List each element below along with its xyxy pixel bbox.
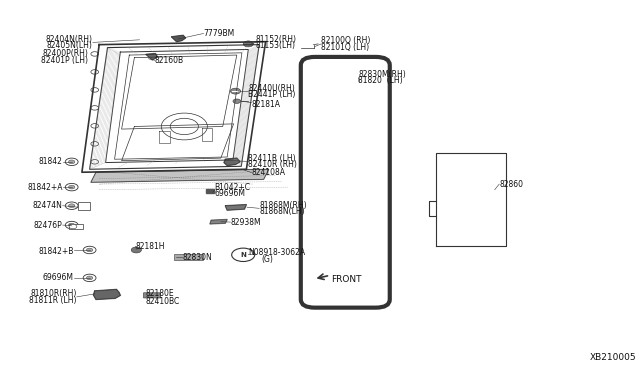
Circle shape (91, 106, 99, 110)
Text: 82410R (RH): 82410R (RH) (248, 160, 297, 169)
Circle shape (233, 99, 241, 103)
Polygon shape (210, 219, 227, 224)
Text: 82404N(RH): 82404N(RH) (46, 35, 93, 44)
Circle shape (83, 246, 96, 254)
Circle shape (86, 248, 93, 252)
Text: 81842+A: 81842+A (28, 183, 63, 192)
Text: 7779BM: 7779BM (204, 29, 235, 38)
Circle shape (86, 276, 93, 280)
Text: N: N (240, 252, 246, 258)
Circle shape (91, 160, 99, 164)
Polygon shape (225, 205, 246, 210)
Text: 82830M(RH): 82830M(RH) (358, 70, 406, 79)
Text: 82181H: 82181H (136, 242, 165, 251)
Text: 82830N: 82830N (182, 253, 212, 262)
Text: 82476P: 82476P (34, 221, 63, 230)
Text: 82100Q (RH): 82100Q (RH) (321, 36, 371, 45)
Circle shape (68, 160, 75, 164)
Text: 81868N(LH): 81868N(LH) (259, 207, 305, 216)
Circle shape (83, 274, 96, 282)
Text: 82405N(LH): 82405N(LH) (47, 41, 93, 50)
Circle shape (68, 204, 75, 208)
Text: 82474N: 82474N (33, 201, 63, 210)
Text: 82160B: 82160B (155, 56, 184, 65)
Text: 82401P (LH): 82401P (LH) (42, 56, 88, 65)
Circle shape (91, 88, 99, 92)
Text: 82400P(RH): 82400P(RH) (42, 49, 88, 58)
Text: 81842+B: 81842+B (38, 247, 74, 256)
Text: 81152(RH): 81152(RH) (256, 35, 297, 44)
Polygon shape (93, 289, 120, 299)
Text: (G): (G) (261, 255, 273, 264)
Text: XB210005: XB210005 (590, 353, 637, 362)
Text: N08918-3062A: N08918-3062A (248, 248, 305, 257)
Circle shape (65, 221, 78, 229)
Polygon shape (172, 35, 186, 42)
Circle shape (91, 142, 99, 146)
Circle shape (91, 52, 99, 56)
Text: 81810R(RH): 81810R(RH) (31, 289, 77, 298)
Text: 82411R (LH): 82411R (LH) (248, 154, 296, 163)
FancyBboxPatch shape (174, 254, 203, 260)
Text: 82101Q (LH): 82101Q (LH) (321, 43, 369, 52)
Text: 82410BC: 82410BC (146, 297, 180, 306)
Text: 69696M: 69696M (214, 189, 245, 198)
Text: FRONT: FRONT (332, 275, 362, 284)
Text: 82860: 82860 (499, 180, 524, 189)
Circle shape (69, 224, 77, 229)
Polygon shape (91, 169, 269, 182)
Circle shape (65, 183, 78, 191)
Circle shape (131, 247, 141, 253)
Polygon shape (206, 189, 214, 193)
Text: 82180E: 82180E (146, 289, 175, 298)
FancyBboxPatch shape (78, 202, 90, 210)
Polygon shape (146, 54, 157, 60)
Text: 81868M(RH): 81868M(RH) (259, 201, 307, 210)
Circle shape (230, 88, 241, 94)
Text: 82181A: 82181A (252, 100, 280, 109)
FancyBboxPatch shape (69, 224, 83, 229)
Text: 82440U(RH): 82440U(RH) (248, 84, 295, 93)
Circle shape (243, 41, 253, 47)
Text: 81153(LH): 81153(LH) (256, 41, 296, 50)
Circle shape (91, 124, 99, 128)
Polygon shape (224, 158, 240, 166)
Text: 81811R (LH): 81811R (LH) (29, 296, 77, 305)
Text: B1042+C: B1042+C (214, 183, 250, 192)
Circle shape (68, 223, 75, 227)
Circle shape (65, 158, 78, 166)
Circle shape (68, 185, 75, 189)
Text: 69696M: 69696M (43, 273, 74, 282)
Text: 81842: 81842 (39, 157, 63, 166)
Text: 82938M: 82938M (230, 218, 261, 227)
Text: B2441P (LH): B2441P (LH) (248, 90, 296, 99)
Circle shape (232, 248, 255, 262)
Circle shape (91, 70, 99, 74)
Text: 824108A: 824108A (252, 169, 285, 177)
FancyBboxPatch shape (143, 293, 161, 298)
Text: 81820  (LH): 81820 (LH) (358, 76, 403, 85)
Circle shape (65, 202, 78, 209)
